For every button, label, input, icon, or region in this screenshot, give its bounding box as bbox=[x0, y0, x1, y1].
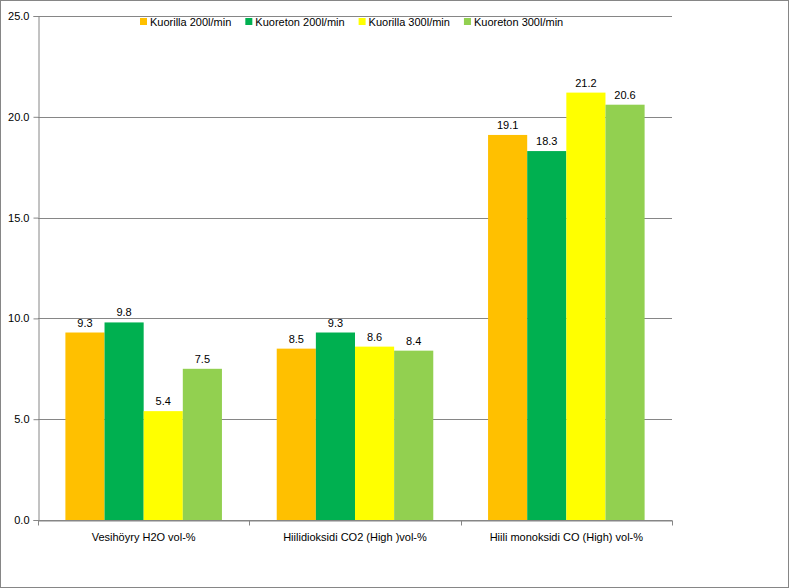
y-axis: 0.0 5.0 10.0 15.0 20.0 25.0 bbox=[8, 10, 39, 526]
data-label: 19.1 bbox=[497, 119, 518, 131]
legend-label: Kuoreton 200l/min bbox=[255, 16, 344, 28]
y-tick: 5.0 bbox=[14, 413, 38, 425]
y-tick-mark bbox=[34, 16, 39, 17]
category-separator bbox=[38, 521, 39, 526]
grid-line bbox=[38, 16, 672, 17]
legend-item: Kuoreton 300l/min bbox=[464, 16, 563, 28]
grid-line bbox=[38, 520, 672, 521]
y-tick-label: 5.0 bbox=[14, 413, 29, 425]
legend-label: Kuoreton 300l/min bbox=[474, 16, 563, 28]
data-label: 8.6 bbox=[367, 331, 382, 343]
legend-swatch bbox=[359, 18, 366, 25]
legend-label: Kuorilla 200l/min bbox=[150, 16, 231, 28]
y-tick-label: 0.0 bbox=[14, 514, 29, 526]
bar bbox=[605, 105, 644, 520]
y-tick-label: 15.0 bbox=[8, 212, 29, 224]
data-label: 20.6 bbox=[614, 89, 635, 101]
y-tick: 20.0 bbox=[8, 111, 38, 123]
x-axis-line bbox=[39, 521, 673, 522]
x-axis: Vesihöyry H2O vol-% Hiilidioksidi CO2 (Hi… bbox=[39, 521, 673, 544]
x-tick: Hiili monoksidi CO (High) vol-% bbox=[490, 531, 644, 543]
category-separator bbox=[672, 521, 673, 526]
x-tick: Hiilidioksidi CO2 (High )vol-% bbox=[283, 531, 427, 543]
y-tick: 10.0 bbox=[8, 312, 38, 324]
category-separator bbox=[249, 521, 250, 526]
x-tick-label: Hiili monoksidi CO (High) vol-% bbox=[490, 531, 644, 543]
y-tick: 0.0 bbox=[14, 514, 38, 526]
legend-label: Kuorilla 300l/min bbox=[369, 16, 450, 28]
y-tick-mark bbox=[34, 419, 39, 420]
legend-item: Kuorilla 300l/min bbox=[359, 16, 450, 28]
y-tick-label: 10.0 bbox=[8, 312, 29, 324]
bar bbox=[394, 351, 433, 520]
bar bbox=[144, 411, 183, 520]
bar bbox=[316, 333, 355, 520]
legend-swatch bbox=[140, 18, 147, 25]
data-label: 7.5 bbox=[195, 353, 210, 365]
bars bbox=[65, 93, 644, 520]
y-tick-mark bbox=[34, 318, 39, 319]
y-tick-mark bbox=[34, 218, 39, 219]
legend-item: Kuoreton 200l/min bbox=[245, 16, 344, 28]
y-tick: 25.0 bbox=[8, 10, 38, 22]
bar bbox=[277, 349, 316, 520]
data-label: 9.8 bbox=[116, 306, 131, 318]
bar bbox=[527, 151, 566, 520]
legend-item: Kuorilla 200l/min bbox=[140, 16, 231, 28]
y-tick-label: 20.0 bbox=[8, 111, 29, 123]
x-tick: Vesihöyry H2O vol-% bbox=[92, 531, 196, 543]
y-tick: 15.0 bbox=[8, 212, 38, 224]
y-tick-mark bbox=[34, 117, 39, 118]
bar bbox=[566, 93, 605, 520]
grid bbox=[38, 17, 672, 521]
data-label: 8.4 bbox=[406, 335, 421, 347]
data-label: 8.5 bbox=[289, 333, 304, 345]
data-labels: 9.3 8.5 19.1 9.8 9.3 18.3 5.4 8.6 21.2 7.5 8.4 20.6 bbox=[77, 77, 635, 408]
chart: 0.0 5.0 10.0 15.0 20.0 25.0 Vesihöyry H2O vol-… bbox=[0, 0, 789, 588]
y-tick-mark bbox=[34, 520, 39, 521]
legend-swatch bbox=[245, 18, 252, 25]
data-label: 9.3 bbox=[328, 317, 343, 329]
bar bbox=[488, 135, 527, 520]
data-label: 5.4 bbox=[156, 395, 171, 407]
chart-frame bbox=[1, 1, 789, 588]
data-label: 18.3 bbox=[536, 135, 557, 147]
bar bbox=[355, 347, 394, 520]
category-separator bbox=[461, 521, 462, 526]
x-tick-label: Vesihöyry H2O vol-% bbox=[92, 531, 196, 543]
legend: Kuorilla 200l/min Kuoreton 200l/min Kuoril… bbox=[140, 16, 563, 28]
legend-swatch bbox=[464, 18, 471, 25]
bar bbox=[183, 369, 222, 520]
y-tick-label: 25.0 bbox=[8, 10, 29, 22]
y-axis-line bbox=[34, 17, 40, 521]
data-label: 21.2 bbox=[575, 77, 596, 89]
bar bbox=[65, 333, 104, 520]
data-label: 9.3 bbox=[77, 317, 92, 329]
bar bbox=[105, 322, 144, 520]
x-tick-label: Hiilidioksidi CO2 (High )vol-% bbox=[283, 531, 427, 543]
